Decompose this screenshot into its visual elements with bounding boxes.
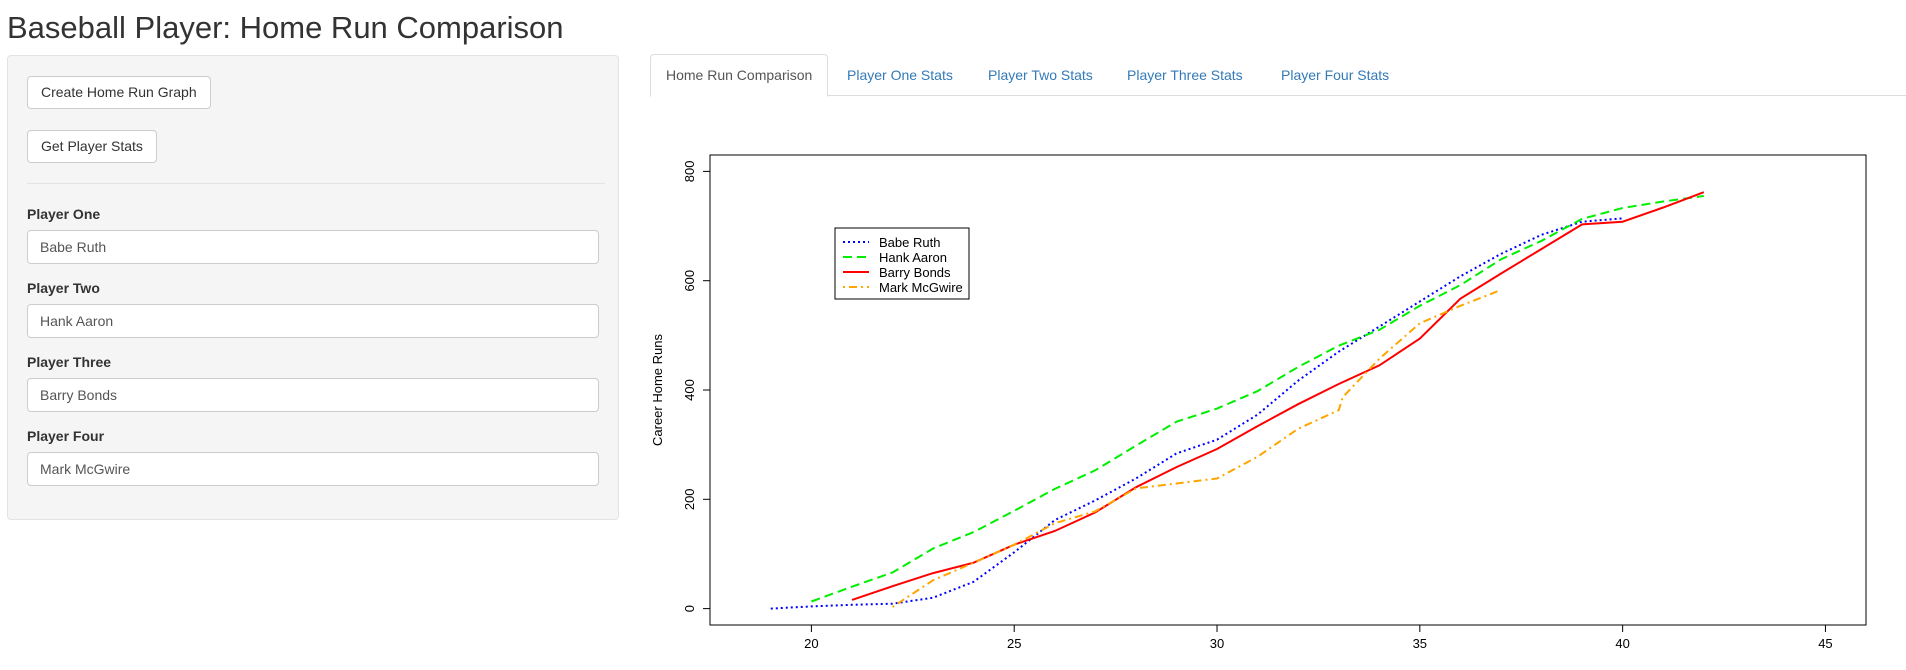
player-four-label: Player Four — [27, 428, 105, 444]
series-line — [891, 289, 1502, 608]
player-two-input[interactable] — [27, 304, 599, 338]
y-tick-label: 600 — [682, 270, 697, 292]
x-tick-label: 45 — [1818, 636, 1832, 651]
tab-player-four-stats[interactable]: Player Four Stats — [1281, 67, 1390, 83]
y-tick-label: 0 — [682, 605, 697, 612]
series-line — [851, 191, 1705, 601]
player-four-input[interactable] — [27, 452, 599, 486]
x-tick-label: 35 — [1413, 636, 1427, 651]
legend-label: Mark McGwire — [879, 280, 963, 295]
player-one-label: Player One — [27, 206, 101, 222]
y-tick-label: 200 — [682, 488, 697, 510]
series-line — [811, 195, 1704, 603]
legend-box — [834, 227, 970, 300]
create-home-run-graph-button[interactable]: Create Home Run Graph — [27, 76, 211, 109]
player-three-label: Player Three — [27, 354, 112, 370]
tab-player-two-stats[interactable]: Player Two Stats — [988, 67, 1093, 83]
tab-player-three-stats[interactable]: Player Three Stats — [1127, 67, 1243, 83]
y-tick-label: 800 — [682, 161, 697, 183]
sidebar-divider — [27, 183, 605, 184]
tab-player-one-stats[interactable]: Player One Stats — [847, 67, 953, 83]
sidebar-panel: Create Home Run Graph Get Player Stats P… — [7, 55, 619, 520]
legend-label: Babe Ruth — [879, 235, 940, 250]
legend-label: Barry Bonds — [879, 265, 951, 280]
player-three-input[interactable] — [27, 378, 599, 412]
get-player-stats-button[interactable]: Get Player Stats — [27, 130, 157, 163]
x-tick-label: 40 — [1615, 636, 1629, 651]
page-title: Baseball Player: Home Run Comparison — [7, 10, 564, 45]
tab-bar: Home Run Comparison Player One Stats Pla… — [650, 54, 1906, 97]
player-two-label: Player Two — [27, 280, 100, 296]
x-tick-label: 20 — [804, 636, 818, 651]
y-axis-label: Career Home Runs — [650, 334, 665, 446]
tab-home-run-comparison[interactable]: Home Run Comparison — [650, 54, 829, 97]
y-tick-label: 400 — [682, 379, 697, 401]
legend-label: Hank Aaron — [879, 250, 947, 265]
x-tick-label: 25 — [1007, 636, 1021, 651]
player-one-input[interactable] — [27, 230, 599, 264]
x-tick-label: 30 — [1210, 636, 1224, 651]
home-run-chart: 20 25 30 35 40 45 0 200 400 600 800 Career Home Run… — [650, 154, 1867, 651]
series-line — [770, 217, 1623, 610]
